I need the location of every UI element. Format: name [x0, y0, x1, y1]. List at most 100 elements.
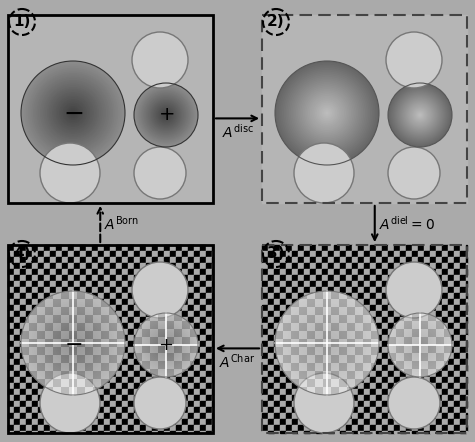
Bar [176, 245, 182, 251]
Bar [262, 257, 268, 263]
Bar [379, 379, 387, 387]
Bar [454, 305, 460, 311]
Bar [176, 383, 182, 389]
Bar [77, 355, 85, 363]
Bar [182, 383, 188, 389]
Bar [128, 263, 134, 269]
Bar [190, 377, 198, 385]
Bar [212, 287, 213, 293]
Bar [152, 311, 158, 317]
Bar [206, 419, 212, 425]
Bar [400, 401, 406, 407]
Bar [29, 347, 37, 355]
Bar [14, 359, 20, 365]
Bar [442, 413, 448, 419]
Bar [86, 287, 92, 293]
Bar [355, 331, 363, 339]
Bar [182, 353, 188, 359]
Bar [20, 389, 26, 395]
Bar [128, 335, 134, 341]
Bar [38, 341, 44, 347]
Bar [376, 281, 382, 287]
Bar [358, 251, 364, 257]
Bar [400, 389, 406, 395]
Bar [61, 347, 69, 355]
Bar [436, 413, 442, 419]
Bar [29, 323, 37, 331]
Circle shape [65, 335, 81, 351]
Text: $+$: $+$ [159, 336, 173, 354]
Circle shape [63, 103, 84, 123]
Circle shape [47, 87, 99, 139]
Bar [340, 287, 346, 293]
Bar [291, 299, 299, 307]
Bar [56, 263, 62, 269]
Bar [430, 293, 436, 299]
Bar [14, 335, 20, 341]
Bar [430, 365, 436, 371]
Bar [363, 323, 371, 331]
Bar [412, 377, 418, 383]
Bar [364, 317, 370, 323]
Bar [164, 407, 170, 413]
Bar [400, 335, 406, 341]
Bar [334, 311, 340, 317]
Bar [62, 281, 68, 287]
Circle shape [394, 89, 446, 141]
Bar [299, 307, 307, 315]
Bar [98, 425, 104, 431]
Bar [394, 305, 400, 311]
Circle shape [151, 330, 181, 360]
Bar [188, 305, 194, 311]
Bar [316, 275, 322, 281]
Bar [444, 313, 452, 321]
Bar [400, 431, 406, 433]
Bar [146, 377, 152, 383]
Bar [194, 251, 200, 257]
Bar [122, 281, 128, 287]
Circle shape [156, 335, 176, 355]
Bar [388, 407, 394, 413]
Bar [104, 377, 110, 383]
Bar [454, 317, 460, 323]
Bar [424, 293, 430, 299]
Bar [176, 317, 182, 323]
Bar [93, 347, 101, 355]
Bar [400, 287, 406, 293]
Bar [38, 257, 44, 263]
Bar [460, 311, 466, 317]
Bar [158, 323, 164, 329]
Circle shape [310, 95, 344, 130]
Bar [74, 341, 80, 347]
Bar [44, 269, 50, 275]
Bar [62, 311, 68, 317]
Bar [310, 347, 316, 353]
Bar [14, 413, 20, 419]
Bar [400, 359, 406, 365]
Bar [45, 355, 53, 363]
Bar [122, 359, 128, 365]
Bar [322, 323, 328, 329]
Bar [122, 413, 128, 419]
Bar [190, 369, 198, 377]
Bar [125, 339, 133, 347]
Bar [44, 287, 50, 293]
Bar [358, 425, 364, 431]
Bar [86, 281, 92, 287]
Circle shape [412, 107, 428, 122]
Bar [298, 407, 304, 413]
Bar [200, 365, 206, 371]
Bar [69, 347, 77, 355]
Bar [116, 287, 122, 293]
Bar [56, 395, 62, 401]
Bar [80, 371, 86, 377]
Bar [174, 377, 182, 385]
Bar [74, 329, 80, 335]
Bar [340, 359, 346, 365]
Bar [454, 287, 460, 293]
Bar [316, 257, 322, 263]
Bar [206, 269, 212, 275]
Bar [436, 293, 442, 299]
Bar [116, 341, 122, 347]
Bar [116, 431, 122, 433]
